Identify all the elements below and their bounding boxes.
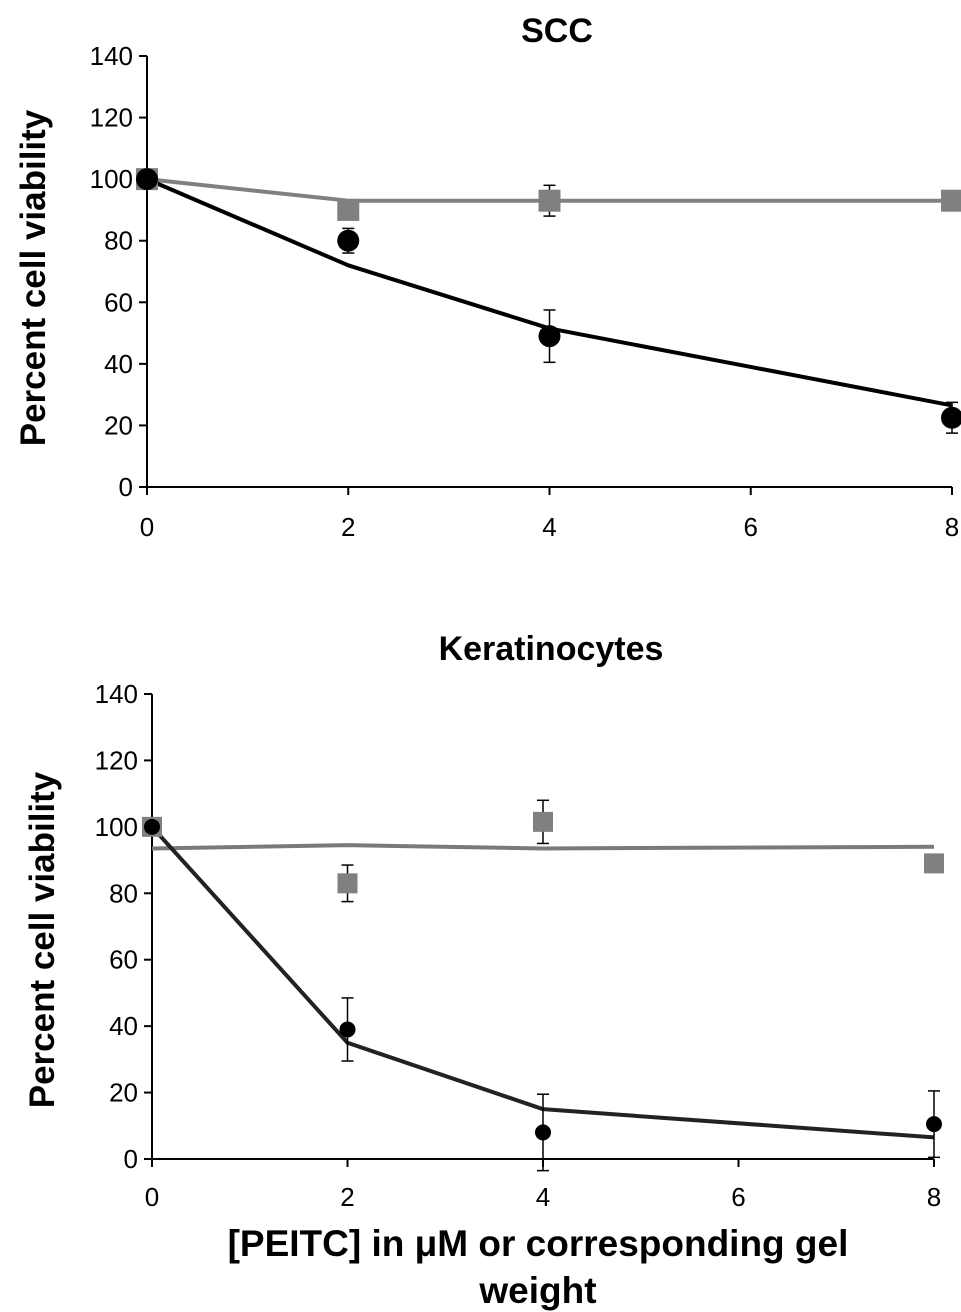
circle-data-point (538, 325, 561, 348)
x-tick-label: 8 (927, 1182, 941, 1212)
y-tick-label: 20 (109, 1078, 138, 1108)
square-data-point (337, 873, 358, 894)
y-tick-label: 40 (109, 1011, 138, 1041)
keratinocytes-panel: Keratinocytes Percent cell viability [PE… (23, 630, 944, 1311)
y-tick-label: 100 (95, 812, 138, 842)
x-tick-label: 2 (340, 1182, 354, 1212)
square-data-point (337, 198, 360, 221)
y-tick-label: 40 (104, 349, 133, 379)
circle-data-point (337, 229, 360, 252)
circle-data-point (941, 406, 961, 429)
y-tick-label: 20 (104, 410, 133, 440)
scc-panel: SCC Percent cell viability 0204060801001… (14, 12, 961, 542)
y-tick-label: 140 (90, 41, 133, 71)
x-tick-label: 6 (731, 1182, 745, 1212)
x-tick-label: 8 (945, 512, 959, 542)
x-axis-label-line-1: [PEITC] in μM or corresponding gel (228, 1223, 849, 1264)
scc-y-axis-label: Percent cell viability (14, 109, 53, 446)
circle-data-point (144, 818, 160, 835)
x-axis-label-line-2: weight (478, 1270, 596, 1311)
x-tick-label: 0 (145, 1182, 159, 1212)
scc-chart-title: SCC (521, 12, 593, 50)
x-tick-label: 4 (536, 1182, 550, 1212)
y-tick-label: 80 (109, 878, 138, 908)
x-tick-label: 6 (744, 512, 758, 542)
circle-series-fit-line (150, 825, 935, 1140)
y-tick-label: 140 (95, 679, 138, 709)
y-tick-label: 100 (90, 164, 133, 194)
circle-data-point (136, 168, 158, 191)
y-tick-label: 0 (124, 1144, 138, 1174)
circle-data-point (926, 1116, 942, 1133)
square-series-fit-line (146, 177, 952, 203)
y-tick-label: 120 (90, 103, 133, 133)
square-data-point (538, 189, 561, 212)
keratinocytes-chart-title: Keratinocytes (439, 630, 664, 668)
circle-data-point (339, 1021, 356, 1038)
y-tick-label: 120 (95, 745, 138, 775)
square-data-point (941, 189, 961, 212)
y-tick-label: 0 (119, 472, 133, 502)
x-tick-label: 4 (542, 512, 556, 542)
square-series-fit-line (151, 843, 935, 851)
circle-data-point (535, 1124, 551, 1141)
keratinocytes-y-axis-label: Percent cell viability (23, 771, 62, 1108)
x-tick-label: 0 (140, 512, 154, 542)
square-data-point (924, 853, 944, 874)
y-tick-label: 80 (104, 226, 133, 256)
x-tick-label: 2 (341, 512, 355, 542)
y-tick-label: 60 (109, 945, 138, 975)
square-data-point (533, 811, 553, 832)
y-tick-label: 60 (104, 287, 133, 317)
